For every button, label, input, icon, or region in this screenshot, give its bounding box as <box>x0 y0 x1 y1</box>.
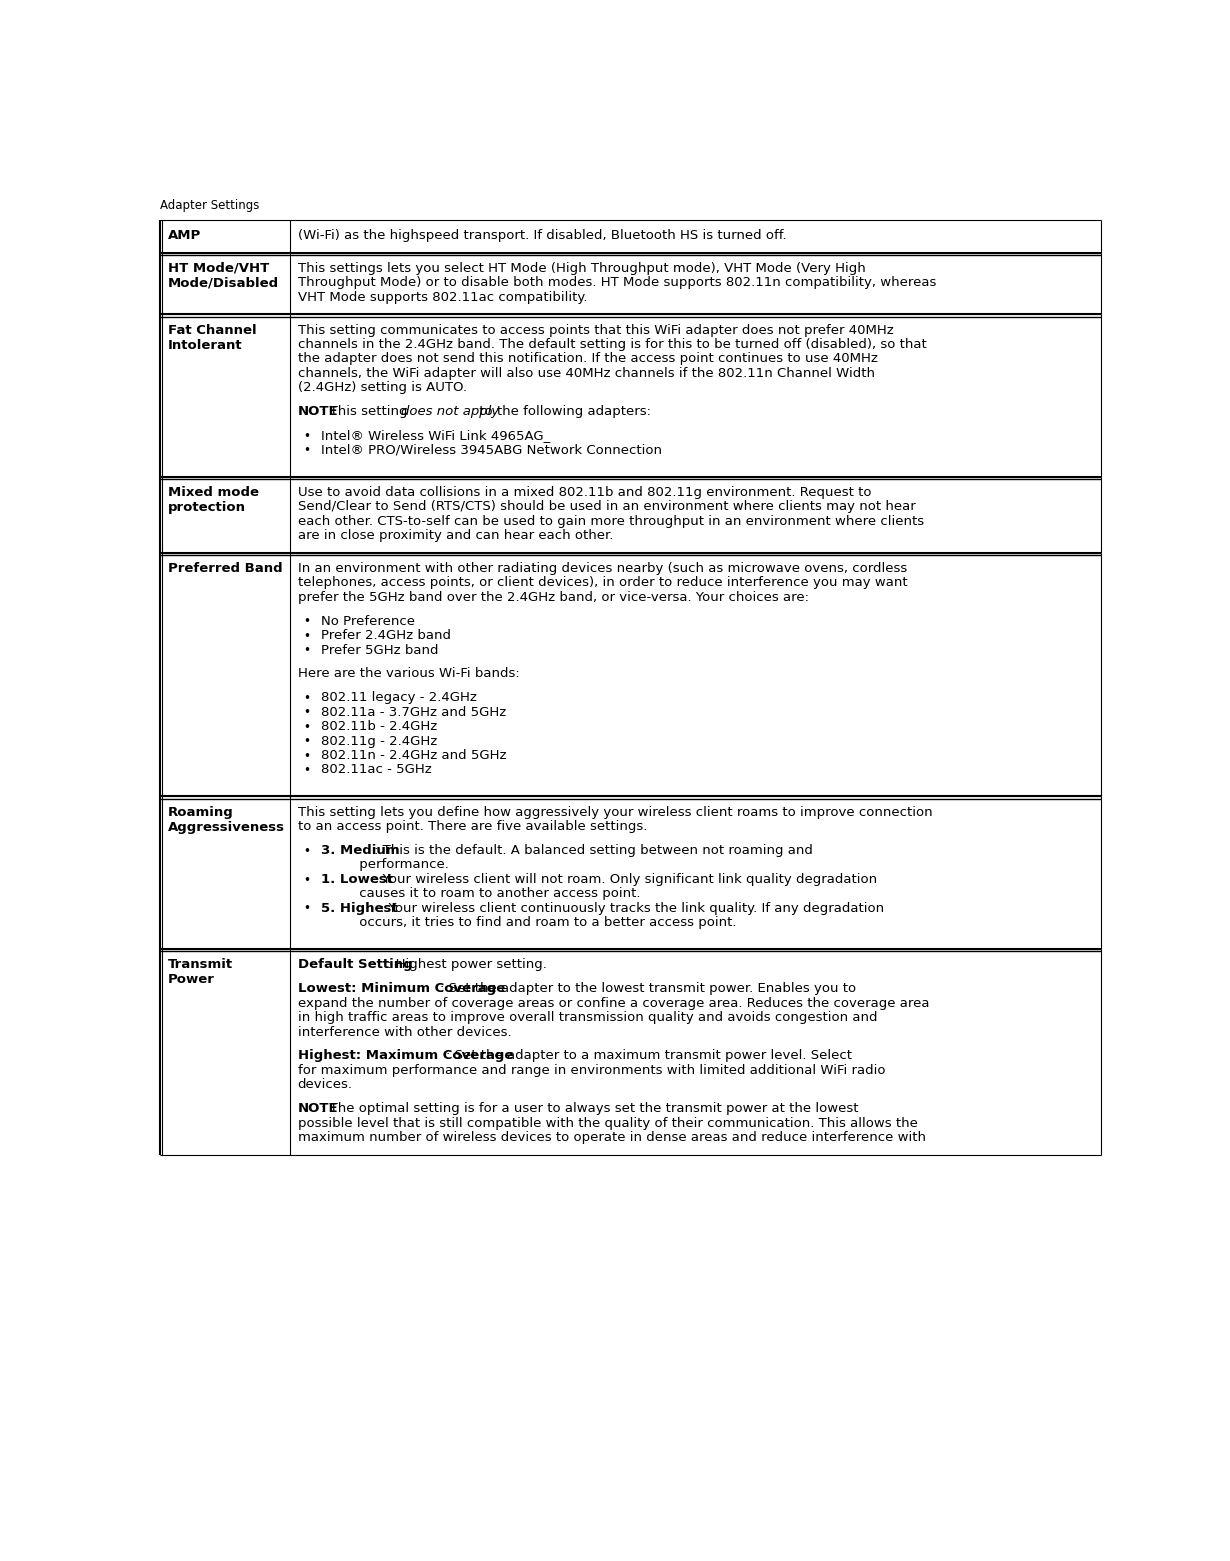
Text: Roaming
Aggressiveness: Roaming Aggressiveness <box>167 805 284 834</box>
Text: •: • <box>304 845 311 857</box>
Bar <box>290 253 1101 314</box>
Text: Throughput Mode) or to disable both modes. HT Mode supports 802.11n compatibilit: Throughput Mode) or to disable both mode… <box>298 276 936 289</box>
Text: : This is the default. A balanced setting between not roaming and: : This is the default. A balanced settin… <box>374 845 813 857</box>
Bar <box>160 476 290 553</box>
Text: •: • <box>304 735 311 748</box>
Text: •: • <box>304 706 311 720</box>
Text: Fat Channel
Intolerant: Fat Channel Intolerant <box>167 323 256 351</box>
Text: causes it to roam to another access point.: causes it to roam to another access poin… <box>321 887 641 901</box>
Bar <box>290 220 1101 253</box>
Text: VHT Mode supports 802.11ac compatibility.: VHT Mode supports 802.11ac compatibility… <box>298 290 587 304</box>
Text: prefer the 5GHz band over the 2.4GHz band, or vice-versa. Your choices are:: prefer the 5GHz band over the 2.4GHz ban… <box>298 592 808 604</box>
Text: 802.11a - 3.7GHz and 5GHz: 802.11a - 3.7GHz and 5GHz <box>321 706 506 718</box>
Text: 802.11ac - 5GHz: 802.11ac - 5GHz <box>321 763 432 776</box>
Text: •: • <box>304 692 311 706</box>
Bar <box>290 476 1101 553</box>
Text: Send/Clear to Send (RTS/CTS) should be used in an environment where clients may : Send/Clear to Send (RTS/CTS) should be u… <box>298 500 915 514</box>
Text: are in close proximity and can hear each other.: are in close proximity and can hear each… <box>298 529 613 542</box>
Text: Default Setting: Default Setting <box>298 958 412 971</box>
Text: channels, the WiFi adapter will also use 40MHz channels if the 802.11n Channel W: channels, the WiFi adapter will also use… <box>298 367 875 379</box>
Bar <box>160 949 290 1155</box>
Text: Mixed mode
protection: Mixed mode protection <box>167 485 258 514</box>
Text: (2.4GHz) setting is AUTO.: (2.4GHz) setting is AUTO. <box>298 381 466 395</box>
Text: : Highest power setting.: : Highest power setting. <box>386 958 546 971</box>
Text: : The optimal setting is for a user to always set the transmit power at the lowe: : The optimal setting is for a user to a… <box>321 1102 859 1115</box>
Text: Transmit
Power: Transmit Power <box>167 958 232 987</box>
Text: Adapter Settings: Adapter Settings <box>160 198 260 212</box>
Bar <box>160 220 290 253</box>
Bar <box>160 553 290 796</box>
Text: •: • <box>304 749 311 763</box>
Bar <box>160 314 290 476</box>
Text: Intel® PRO/Wireless 3945ABG Network Connection: Intel® PRO/Wireless 3945ABG Network Conn… <box>321 443 662 456</box>
Text: •: • <box>304 445 311 457</box>
Text: •: • <box>304 763 311 777</box>
Text: Prefer 2.4GHz band: Prefer 2.4GHz band <box>321 629 450 642</box>
Text: •: • <box>304 902 311 915</box>
Bar <box>160 253 290 314</box>
Text: Highest: Maximum Coverage: Highest: Maximum Coverage <box>298 1049 513 1063</box>
Bar <box>290 553 1101 796</box>
Text: in high traffic areas to improve overall transmission quality and avoids congest: in high traffic areas to improve overall… <box>298 1012 877 1024</box>
Text: for maximum performance and range in environments with limited additional WiFi r: for maximum performance and range in env… <box>298 1063 886 1077</box>
Text: 1. Lowest: 1. Lowest <box>321 873 392 885</box>
Text: each other. CTS-to-self can be used to gain more throughput in an environment wh: each other. CTS-to-self can be used to g… <box>298 515 924 528</box>
Text: Intel® Wireless WiFi Link 4965AG_: Intel® Wireless WiFi Link 4965AG_ <box>321 429 550 442</box>
Text: Preferred Band: Preferred Band <box>167 562 283 574</box>
Bar <box>290 796 1101 949</box>
Text: performance.: performance. <box>321 859 449 871</box>
Bar <box>290 314 1101 476</box>
Text: NOTE: NOTE <box>298 1102 338 1115</box>
Text: NOTE: NOTE <box>298 406 338 418</box>
Text: 3. Medium: 3. Medium <box>321 845 400 857</box>
Text: : This setting: : This setting <box>321 406 412 418</box>
Text: to the following adapters:: to the following adapters: <box>476 406 652 418</box>
Text: : Your wireless client continuously tracks the link quality. If any degradation: : Your wireless client continuously trac… <box>380 902 884 915</box>
Text: •: • <box>304 429 311 443</box>
Text: to an access point. There are five available settings.: to an access point. There are five avail… <box>298 820 647 834</box>
Text: : Your wireless client will not roam. Only significant link quality degradation: : Your wireless client will not roam. On… <box>374 873 877 885</box>
Text: HT Mode/VHT
Mode/Disabled: HT Mode/VHT Mode/Disabled <box>167 262 279 290</box>
Text: maximum number of wireless devices to operate in dense areas and reduce interfer: maximum number of wireless devices to op… <box>298 1132 925 1144</box>
Text: 802.11b - 2.4GHz: 802.11b - 2.4GHz <box>321 720 437 734</box>
Text: : Set the adapter to a maximum transmit power level. Select: : Set the adapter to a maximum transmit … <box>445 1049 852 1063</box>
Text: Use to avoid data collisions in a mixed 802.11b and 802.11g environment. Request: Use to avoid data collisions in a mixed … <box>298 485 871 500</box>
Text: 5. Highest: 5. Highest <box>321 902 397 915</box>
Text: This settings lets you select HT Mode (High Throughput mode), VHT Mode (Very Hig: This settings lets you select HT Mode (H… <box>298 262 865 275</box>
Text: expand the number of coverage areas or confine a coverage area. Reduces the cove: expand the number of coverage areas or c… <box>298 996 929 1010</box>
Text: interference with other devices.: interference with other devices. <box>298 1026 512 1038</box>
Bar <box>290 949 1101 1155</box>
Text: 802.11 legacy - 2.4GHz: 802.11 legacy - 2.4GHz <box>321 692 477 704</box>
Text: •: • <box>304 721 311 734</box>
Text: •: • <box>304 615 311 629</box>
Text: 802.11g - 2.4GHz: 802.11g - 2.4GHz <box>321 735 437 748</box>
Text: the adapter does not send this notification. If the access point continues to us: the adapter does not send this notificat… <box>298 353 877 365</box>
Text: telephones, access points, or client devices), in order to reduce interference y: telephones, access points, or client dev… <box>298 576 908 590</box>
Text: •: • <box>304 645 311 657</box>
Text: possible level that is still compatible with the quality of their communication.: possible level that is still compatible … <box>298 1116 918 1130</box>
Text: •: • <box>304 629 311 643</box>
Text: 802.11n - 2.4GHz and 5GHz: 802.11n - 2.4GHz and 5GHz <box>321 749 507 762</box>
Text: (Wi-Fi) as the highspeed transport. If disabled, Bluetooth HS is turned off.: (Wi-Fi) as the highspeed transport. If d… <box>298 229 786 242</box>
Text: devices.: devices. <box>298 1079 353 1091</box>
Bar <box>160 796 290 949</box>
Text: In an environment with other radiating devices nearby (such as microwave ovens, : In an environment with other radiating d… <box>298 562 907 574</box>
Text: No Preference: No Preference <box>321 615 415 628</box>
Text: Prefer 5GHz band: Prefer 5GHz band <box>321 643 438 657</box>
Text: Here are the various Wi-Fi bands:: Here are the various Wi-Fi bands: <box>298 668 519 681</box>
Text: AMP: AMP <box>167 229 200 242</box>
Text: occurs, it tries to find and roam to a better access point.: occurs, it tries to find and roam to a b… <box>321 916 737 929</box>
Text: channels in the 2.4GHz band. The default setting is for this to be turned off (d: channels in the 2.4GHz band. The default… <box>298 339 926 351</box>
Text: does not apply: does not apply <box>401 406 499 418</box>
Text: This setting communicates to access points that this WiFi adapter does not prefe: This setting communicates to access poin… <box>298 323 893 337</box>
Text: Lowest: Minimum Coverage: Lowest: Minimum Coverage <box>298 982 504 996</box>
Text: This setting lets you define how aggressively your wireless client roams to impr: This setting lets you define how aggress… <box>298 805 932 818</box>
Text: : Set the adapter to the lowest transmit power. Enables you to: : Set the adapter to the lowest transmit… <box>440 982 856 996</box>
Text: •: • <box>304 874 311 887</box>
